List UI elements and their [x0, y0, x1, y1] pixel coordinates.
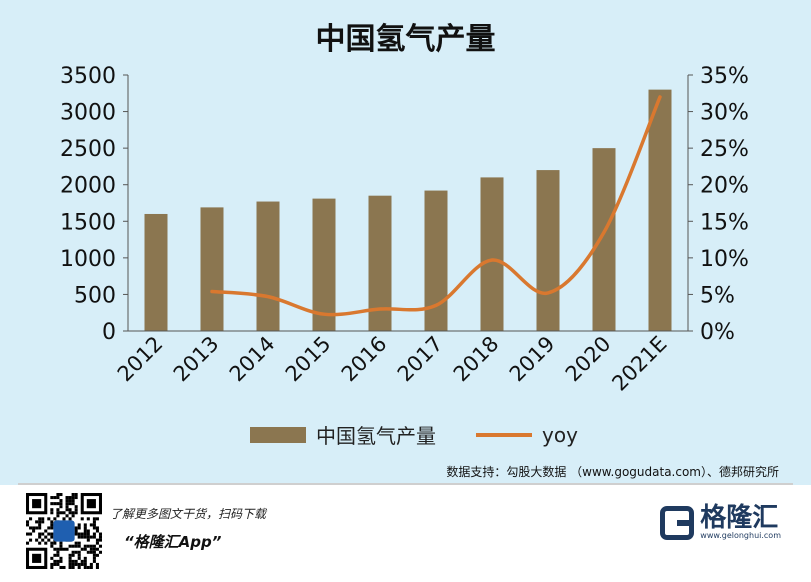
x-tick-label: 2016: [337, 332, 392, 387]
x-tick-label: 2015: [281, 332, 336, 387]
chart-legend: 中国氢气产量 yoy: [250, 420, 578, 449]
y-left-tick-label: 2000: [60, 174, 116, 199]
legend-label-yoy: yoy: [542, 422, 578, 447]
x-tick-label: 2021E: [607, 332, 671, 396]
source-note: 数据支持：勾股大数据 （www.gogudata.com）、德邦研究所: [446, 465, 779, 479]
bar-2013: [200, 207, 224, 331]
legend-swatch-bar: [250, 426, 306, 443]
yoy-line: [210, 95, 662, 317]
y-right-tick-label: 35%: [700, 64, 749, 89]
brand: 格隆汇 www.gelonghui.com: [660, 505, 781, 540]
bar-2019: [536, 170, 560, 331]
footer: 了解更多图文干货，扫码下载 “格隆汇App” 格隆汇 www.gelonghui…: [0, 485, 811, 582]
bar-2015: [312, 198, 336, 331]
y-right-tick-label: 5%: [700, 283, 735, 308]
bar-2014: [256, 201, 280, 331]
bar-2017: [424, 190, 448, 331]
x-tick-label: 2019: [505, 332, 560, 387]
y-left-tick-label: 1000: [60, 247, 116, 272]
bar-2020: [592, 148, 616, 331]
y-right-tick-label: 20%: [700, 174, 749, 199]
x-tick-label: 2013: [169, 332, 224, 387]
y-left-tick-label: 500: [74, 283, 116, 308]
y-right-tick-label: 25%: [700, 137, 749, 162]
legend-label-production: 中国氢气产量: [316, 424, 436, 448]
chart-title: 中国氢气产量: [315, 22, 496, 57]
bar-2012: [144, 213, 168, 331]
brand-name: 格隆汇: [700, 503, 779, 533]
y-left-tick-label: 3500: [60, 64, 116, 89]
x-tick-label: 2012: [113, 332, 168, 387]
footer-divider: [18, 483, 793, 485]
y-right-tick-label: 0%: [700, 320, 735, 345]
x-tick-label: 2017: [393, 332, 448, 387]
x-tick-label: 2018: [449, 332, 504, 387]
legend-swatch-line: [476, 432, 532, 437]
y-right-tick-label: 15%: [700, 210, 749, 235]
promo-text: 了解更多图文干货，扫码下载: [110, 507, 267, 521]
gelonghui-logo-icon: [660, 505, 695, 540]
y-right-tick-label: 10%: [700, 247, 749, 272]
bar-2021E: [648, 89, 672, 331]
app-name: “格隆汇App”: [124, 533, 222, 551]
y-left-tick-label: 3000: [60, 101, 116, 126]
bar-2018: [480, 177, 504, 331]
qr-code-icon: [26, 493, 102, 569]
brand-url: www.gelonghui.com: [700, 531, 781, 540]
y-left-tick-label: 0: [102, 320, 116, 345]
chart-canvas: 0 500 1000 1500 2000 2500 3000 3500 0% 5% 10% 15% 20…: [60, 64, 749, 396]
y-left-tick-label: 2500: [60, 137, 116, 162]
bar-2016: [368, 195, 392, 331]
x-tick-label: 2014: [225, 332, 280, 387]
y-left-tick-label: 1500: [60, 210, 116, 235]
y-right-tick-label: 30%: [700, 101, 749, 126]
